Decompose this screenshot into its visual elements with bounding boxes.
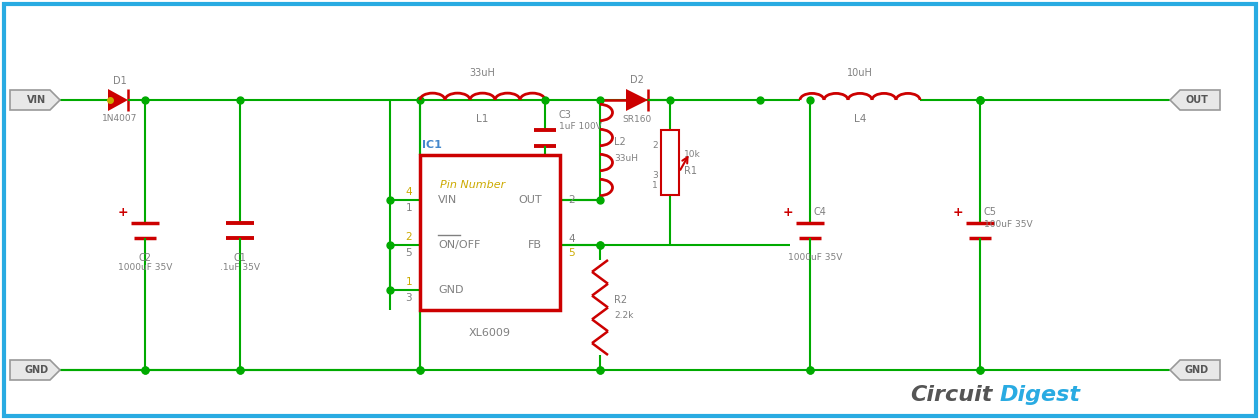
- Text: GND: GND: [438, 285, 464, 295]
- Text: C3: C3: [559, 110, 572, 120]
- Text: R2: R2: [614, 294, 627, 304]
- Text: 1000uF 35V: 1000uF 35V: [118, 263, 173, 272]
- Text: 1N4007: 1N4007: [102, 114, 137, 123]
- Text: 2.2k: 2.2k: [614, 311, 634, 320]
- Text: C5: C5: [984, 207, 997, 217]
- Polygon shape: [108, 89, 129, 111]
- Text: 1: 1: [653, 181, 658, 189]
- Text: 4: 4: [568, 234, 575, 244]
- Text: D1: D1: [113, 76, 127, 86]
- Text: OUT: OUT: [518, 195, 542, 205]
- Text: D2: D2: [630, 75, 644, 85]
- Text: VIN: VIN: [438, 195, 457, 205]
- Text: 1: 1: [406, 203, 412, 213]
- Text: Digest: Digest: [1000, 385, 1081, 405]
- Polygon shape: [10, 360, 60, 380]
- Text: 3: 3: [406, 293, 412, 303]
- Bar: [420, 155, 559, 310]
- Text: C1: C1: [233, 253, 247, 263]
- Text: 3: 3: [653, 171, 658, 179]
- Text: XL6009: XL6009: [469, 328, 512, 338]
- Text: 1: 1: [406, 277, 412, 287]
- Text: 10uH: 10uH: [847, 68, 873, 78]
- Text: 2: 2: [568, 195, 575, 205]
- Text: GND: GND: [25, 365, 49, 375]
- Text: 10k: 10k: [684, 150, 701, 159]
- Text: 1000uF 35V: 1000uF 35V: [788, 253, 843, 262]
- Text: 100uF 35V: 100uF 35V: [984, 220, 1033, 229]
- Text: ON/OFF: ON/OFF: [438, 240, 480, 250]
- Text: R1: R1: [684, 165, 697, 176]
- Text: Circuit: Circuit: [910, 385, 993, 405]
- Text: +: +: [117, 206, 129, 219]
- Text: 2: 2: [653, 141, 658, 150]
- Text: 2: 2: [406, 232, 412, 242]
- Bar: [662, 130, 679, 195]
- Text: IC1: IC1: [422, 140, 442, 150]
- Text: L1: L1: [476, 114, 489, 124]
- Text: +: +: [953, 206, 963, 219]
- Text: 5: 5: [568, 248, 575, 258]
- Text: L4: L4: [854, 114, 866, 124]
- Text: 1uF 100V: 1uF 100V: [559, 122, 602, 131]
- Text: C2: C2: [139, 253, 151, 263]
- Text: C4: C4: [814, 207, 827, 217]
- Text: VIN: VIN: [28, 95, 47, 105]
- Text: 4: 4: [406, 187, 412, 197]
- Polygon shape: [1171, 360, 1220, 380]
- Polygon shape: [10, 90, 60, 110]
- Text: GND: GND: [1184, 365, 1210, 375]
- Text: OUT: OUT: [1186, 95, 1208, 105]
- Text: .1uF 35V: .1uF 35V: [220, 263, 260, 272]
- Text: L2: L2: [614, 137, 626, 147]
- Text: 5: 5: [406, 248, 412, 258]
- Text: Pin Number: Pin Number: [440, 180, 505, 190]
- Text: FB: FB: [528, 240, 542, 250]
- Text: +: +: [782, 206, 793, 219]
- Text: 33uH: 33uH: [470, 68, 495, 78]
- Text: SR160: SR160: [622, 115, 651, 124]
- Polygon shape: [626, 89, 648, 111]
- Polygon shape: [1171, 90, 1220, 110]
- Text: 33uH: 33uH: [614, 153, 638, 163]
